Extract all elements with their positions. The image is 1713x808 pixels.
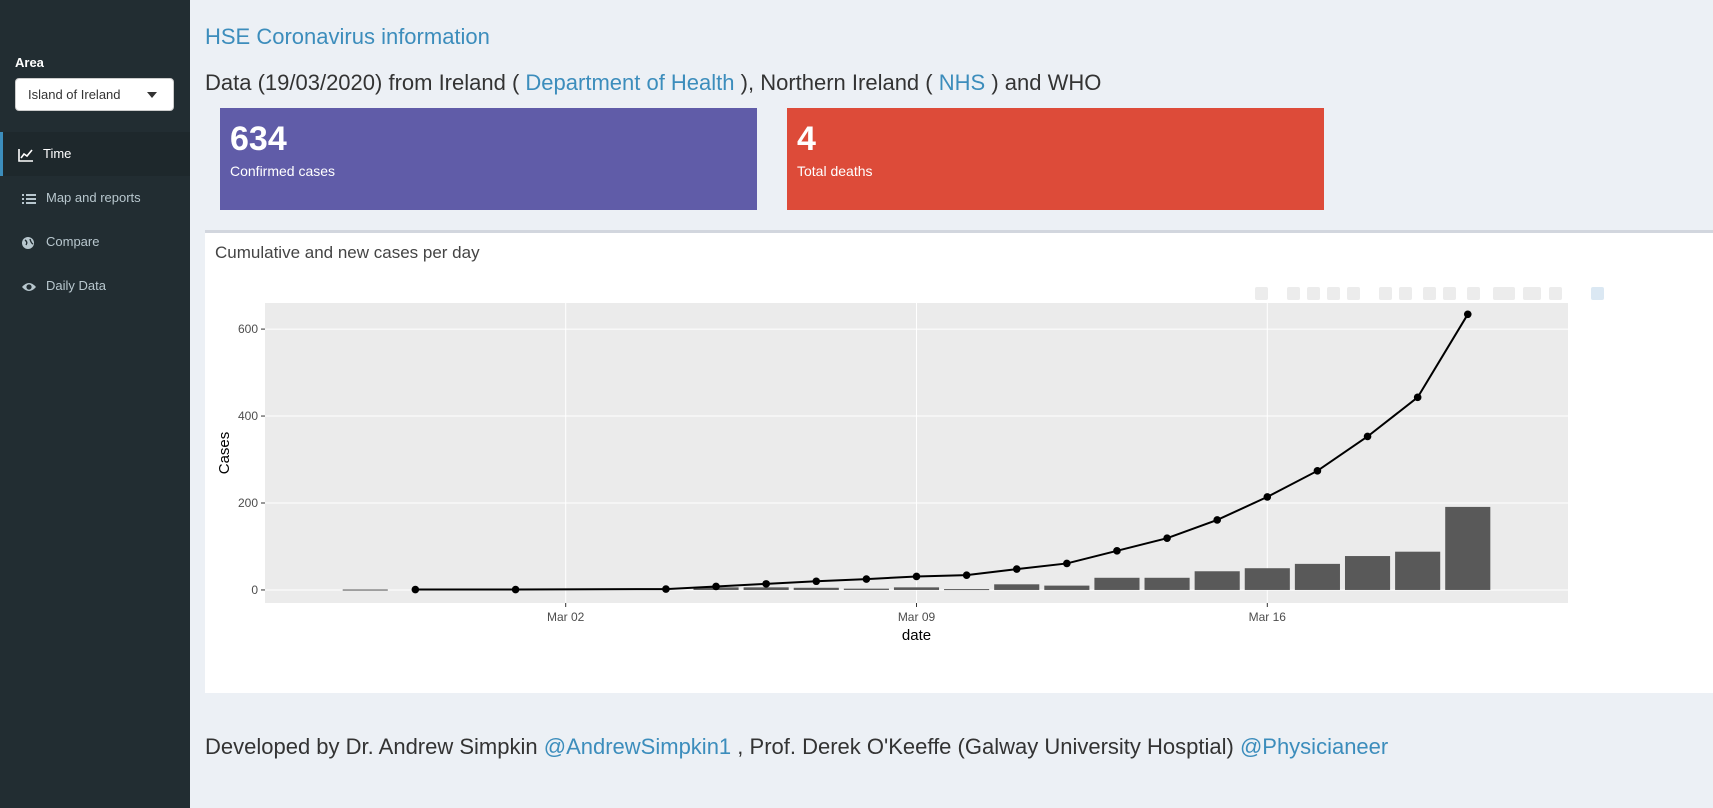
sidebar-item-label: Time [43,146,72,161]
cumulative-cases-point [1163,534,1171,543]
new-cases-bar [1194,571,1240,590]
new-cases-bar [1094,577,1140,590]
cases-chart: 0 200 400 600 Mar 02 Mar 09 Mar 16 date Cases [216,303,1568,644]
chart-panel: Cumulative and new cases per day 0 200 400… [205,230,1713,693]
new-cases-bar [843,588,889,590]
subtitle-prefix: Data (19/03/2020) from Ireland ( [205,70,520,95]
new-cases-bar [342,589,388,591]
hover-compare-icon[interactable] [1523,287,1541,300]
area-select-value: Island of Ireland [28,87,121,102]
cumulative-cases-point [1263,493,1272,501]
new-cases-bar [1395,551,1441,590]
data-source-line: Data (19/03/2020) from Ireland ( Departm… [205,70,1101,96]
confirmed-cases-value: 634 [230,120,287,158]
credits-mid: , Prof. Derek O'Keeffe (Galway Universit… [737,734,1234,759]
sidebar-item-map-and-reports[interactable]: Map and reports [0,176,190,220]
cumulative-cases-point [1313,467,1322,475]
area-select[interactable]: Island of Ireland [15,78,174,111]
sidebar-item-label: Compare [46,234,100,249]
y-tick-label: 200 [238,496,258,510]
autoscale-icon[interactable] [1423,287,1436,300]
department-of-health-link[interactable]: Department of Health [525,70,735,95]
caret-down-icon [147,92,157,98]
cumulative-cases-point [912,572,921,581]
cumulative-cases-point [1463,310,1472,319]
cumulative-cases-point [962,571,971,579]
x-tick-label: Mar 16 [1249,610,1287,624]
sidebar-item-label: Map and reports [46,190,141,205]
new-cases-bar [1294,563,1340,590]
eye-icon [21,280,39,294]
y-tick-label: 0 [251,583,258,597]
x-tick-label: Mar 02 [547,610,585,624]
credits-prefix: Developed by Dr. Andrew Simpkin [205,734,538,759]
y-tick-label: 400 [238,409,258,423]
area-label: Area [15,55,44,70]
cumulative-cases-point [662,585,670,593]
cumulative-cases-point [511,585,520,594]
cumulative-cases-point [1012,565,1021,573]
subtitle-mid: ), Northern Ireland ( [740,70,933,95]
nhs-link[interactable]: NHS [938,70,986,95]
cumulative-cases-point [862,575,871,583]
cumulative-cases-point [1063,559,1071,568]
new-cases-bar [1445,506,1491,590]
physicianeer-twitter-link[interactable]: @Physicianeer [1239,734,1389,759]
sidebar: Area Island of Ireland Time Map and repo… [0,0,190,808]
sidebar-item-time[interactable]: Time [0,132,190,176]
new-cases-bar [944,589,990,591]
chart-panel-title: Cumulative and new cases per day [215,243,480,262]
cumulative-cases-point [411,585,420,594]
zoom-out-icon[interactable] [1399,287,1412,300]
camera-icon[interactable] [1255,287,1268,300]
sidebar-item-compare[interactable]: Compare [0,220,190,264]
plotly-logo-icon[interactable] [1591,287,1604,300]
lasso-select-icon[interactable] [1347,287,1360,300]
zoom-icon[interactable] [1287,287,1300,300]
reset-axes-icon[interactable] [1443,287,1456,300]
x-axis-title: date [902,627,931,644]
edit-chart-icon[interactable] [1549,287,1562,300]
sidebar-nav: Time Map and reports Compare Daily Data [0,132,190,308]
main-content: HSE Coronavirus information Data (19/03/… [190,0,1713,808]
new-cases-bar [893,587,940,590]
list-icon [21,192,39,206]
sidebar-item-label: Daily Data [46,278,106,293]
line-chart-icon [18,148,36,162]
cumulative-cases-point [762,580,770,588]
new-cases-bar [1144,577,1190,590]
cumulative-cases-point [1363,432,1372,441]
subtitle-suffix: ) and WHO [991,70,1102,95]
confirmed-cases-label: Confirmed cases [230,163,336,179]
total-deaths-value: 4 [797,120,816,158]
new-cases-bar [1244,568,1290,590]
sidebar-item-daily-data[interactable]: Daily Data [0,264,190,308]
cumulative-cases-point [812,577,821,586]
globe-icon [21,236,39,250]
new-cases-bar [743,587,789,590]
page-title-link[interactable]: HSE Coronavirus information [205,24,490,49]
plot-modebar[interactable] [1255,287,1655,303]
new-cases-bar [1044,585,1090,590]
x-tick-label: Mar 09 [898,610,936,624]
andrew-simpkin-twitter-link[interactable]: @AndrewSimpkin1 [543,734,732,759]
spike-lines-icon[interactable] [1467,287,1480,300]
new-cases-bar [1344,556,1391,590]
credits-line: Developed by Dr. Andrew Simpkin @AndrewS… [205,734,1388,760]
total-deaths-box: 4 Total deaths [787,108,1324,210]
hover-closest-icon[interactable] [1493,287,1515,300]
cumulative-cases-point [1413,393,1422,402]
cumulative-cases-point [1213,516,1221,524]
box-select-icon[interactable] [1327,287,1340,300]
pan-icon[interactable] [1307,287,1320,300]
confirmed-cases-box: 634 Confirmed cases [220,108,757,210]
zoom-in-icon[interactable] [1379,287,1392,300]
cumulative-cases-point [1113,547,1121,555]
y-tick-label: 600 [238,322,258,336]
new-cases-bar [793,587,839,590]
new-cases-bar [994,584,1040,590]
total-deaths-label: Total deaths [797,163,873,179]
y-axis-title: Cases [216,432,233,475]
cumulative-cases-point [712,582,720,591]
